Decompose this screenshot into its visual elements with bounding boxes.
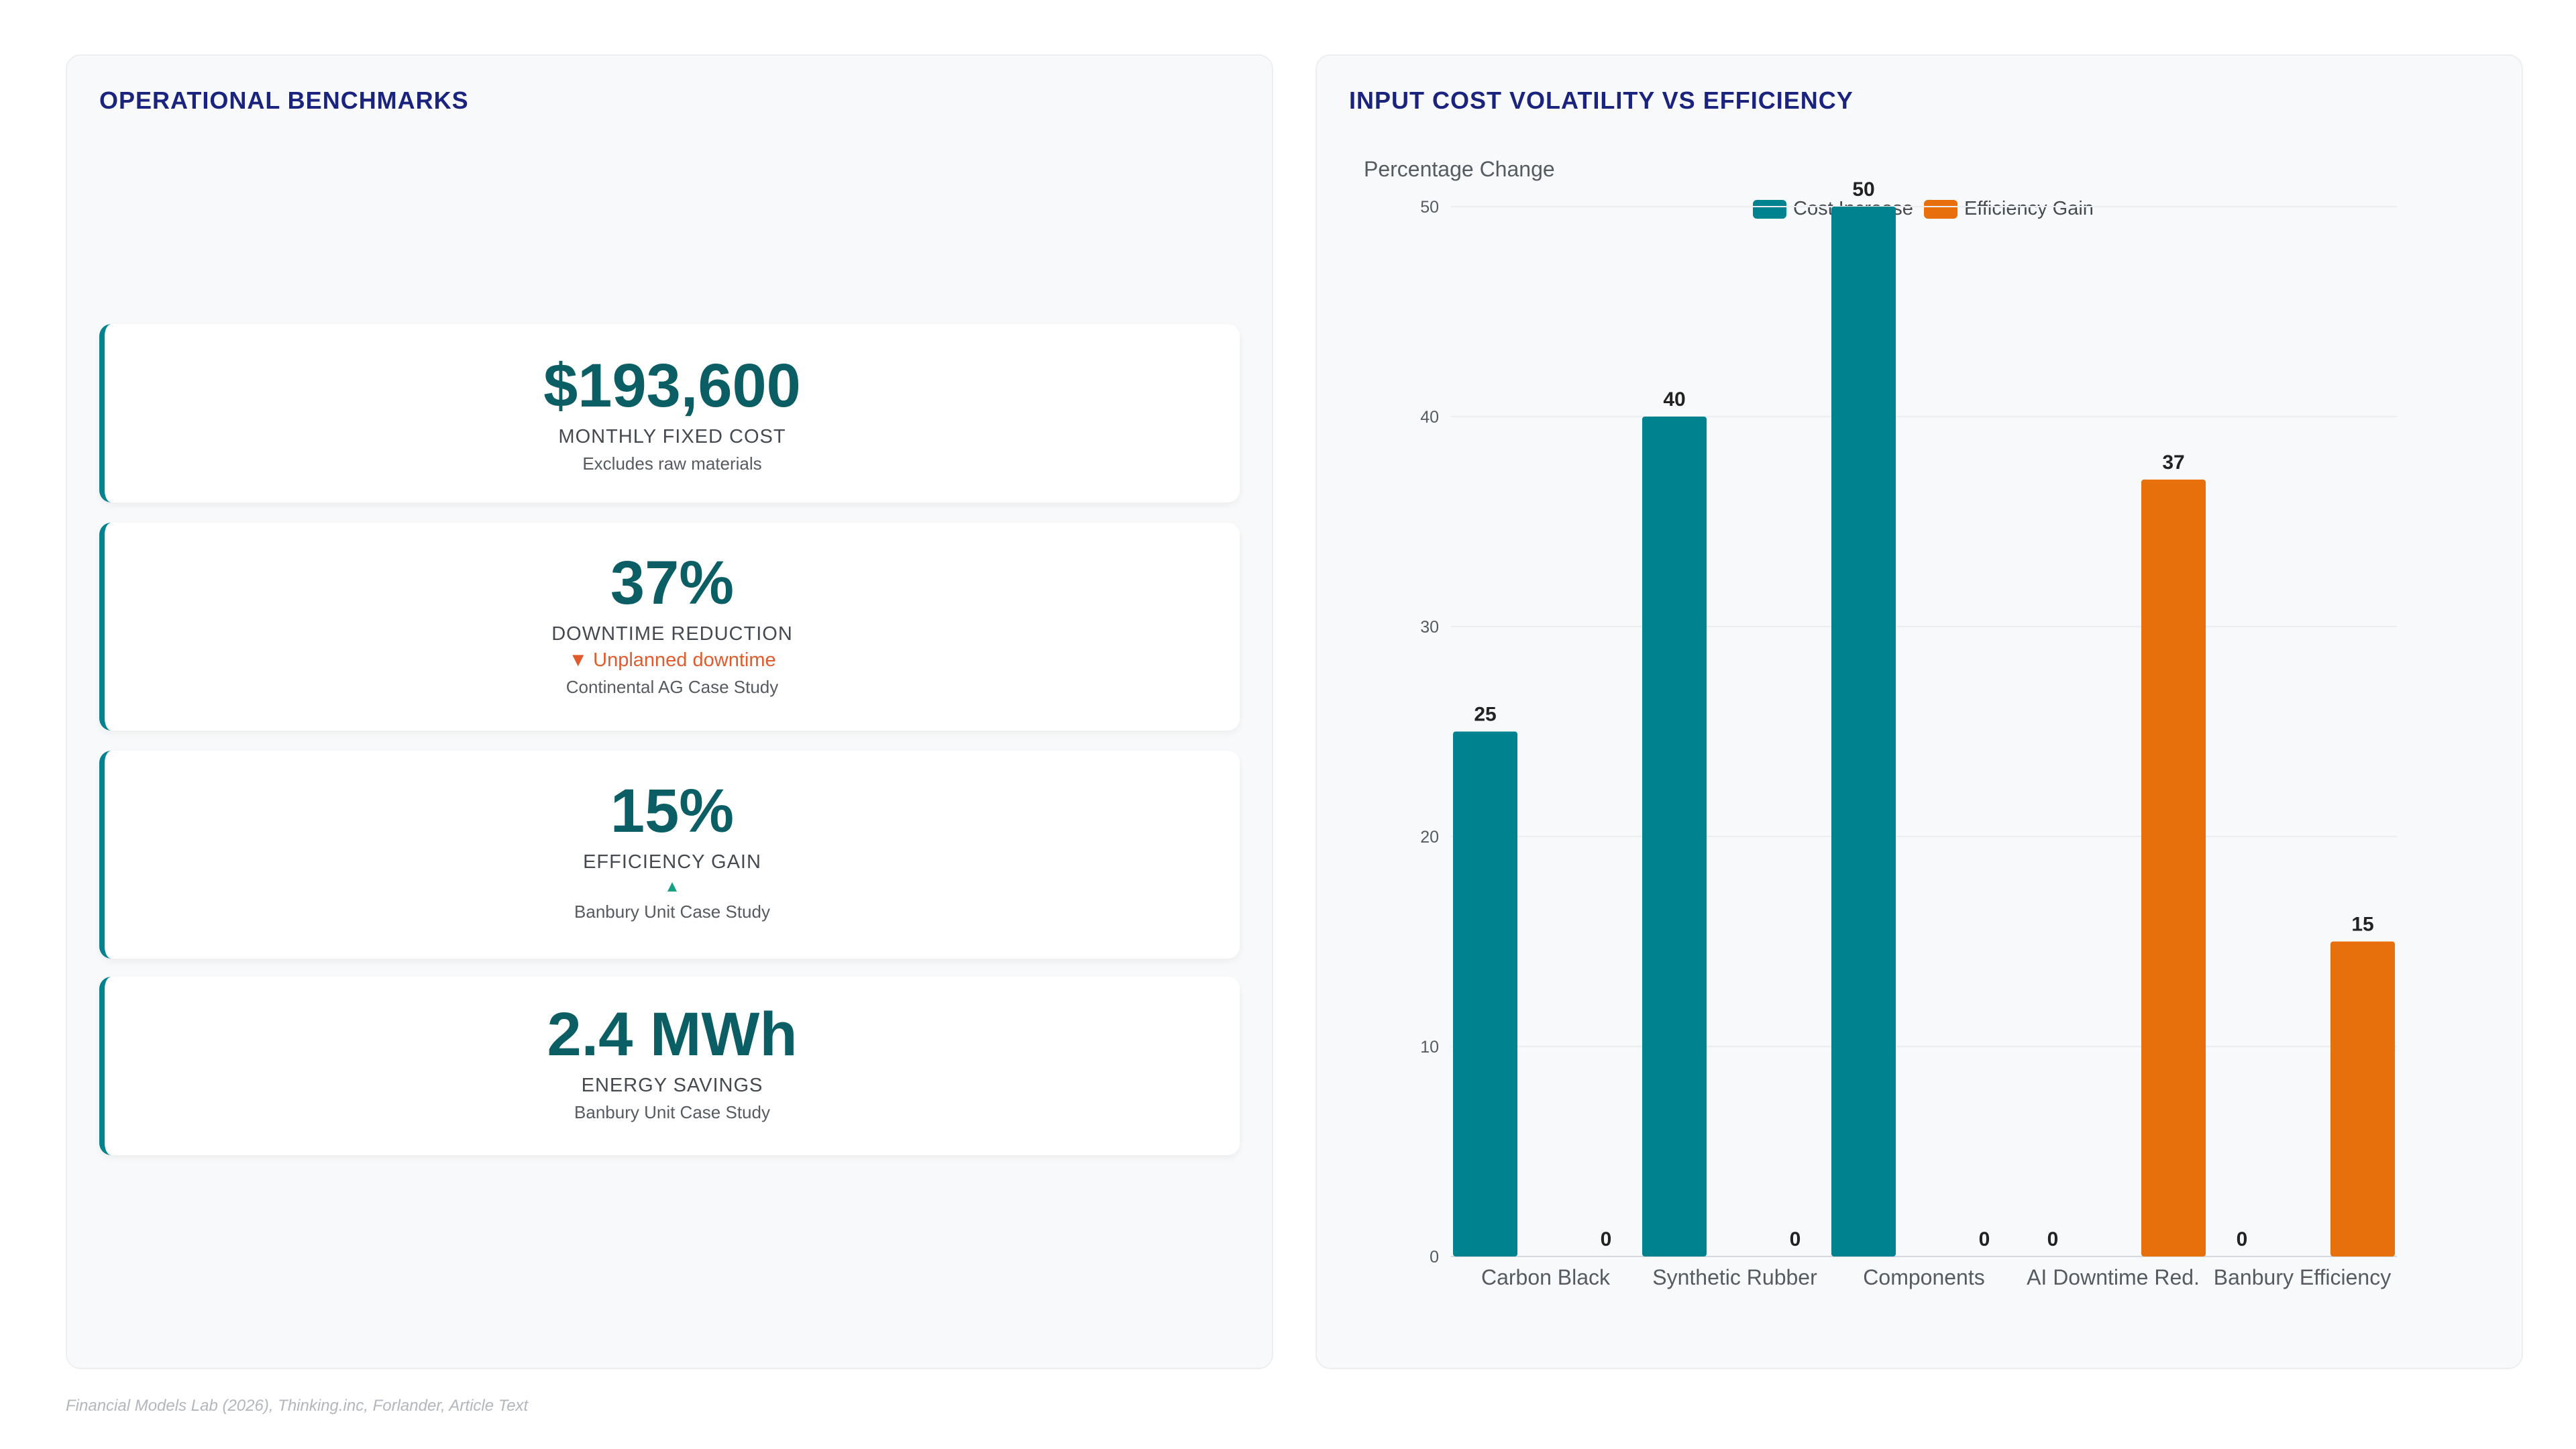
kpi-source: Continental AG Case Study	[566, 677, 779, 697]
kpi-card-energy-savings: 2.4 MWh ENERGY SAVINGS Banbury Unit Case…	[99, 977, 1240, 1155]
y-tick-label: 40	[1420, 408, 1439, 427]
kpi-label: DOWNTIME REDUCTION	[551, 623, 793, 645]
y-tick-label: 10	[1420, 1038, 1439, 1057]
kpi-label: EFFICIENCY GAIN	[583, 851, 761, 873]
bar-chart: Percentage Change 0 10 20 30 40 50 25 0 Carbon Bl…	[1364, 157, 2397, 1289]
y-tick-label: 30	[1420, 618, 1439, 637]
data-label: 0	[2237, 1228, 2248, 1250]
data-label: 0	[1790, 1228, 1801, 1250]
kpi-source: Excludes raw materials	[582, 453, 762, 474]
data-label: 37	[2162, 451, 2184, 474]
kpi-value: 37%	[610, 549, 735, 617]
bar-cost-increase	[1831, 207, 1896, 1256]
data-label: 0	[1601, 1228, 1612, 1250]
source-note: Financial Models Lab (2026), Thinking.in…	[66, 1397, 529, 1415]
x-tick-label: AI Downtime Red.	[2027, 1265, 2200, 1289]
kpi-label: ENERGY SAVINGS	[581, 1075, 763, 1096]
bar-efficiency-gain	[2141, 479, 2206, 1256]
kpi-card-monthly-fixed-cost: $193,600 MONTHLY FIXED COST Excludes raw…	[99, 324, 1240, 502]
y-tick-label: 20	[1420, 828, 1439, 847]
bar-cost-increase	[1642, 417, 1707, 1256]
data-label: 50	[1852, 178, 1874, 201]
data-label: 15	[2351, 914, 2373, 936]
y-axis-title: Percentage Change	[1364, 157, 1555, 181]
kpi-trend-down: ▼ Unplanned downtime	[568, 649, 776, 671]
kpi-value: $193,600	[543, 352, 801, 420]
data-label: 25	[1474, 704, 1496, 726]
data-label: 0	[2047, 1228, 2059, 1250]
kpi-source: Banbury Unit Case Study	[574, 902, 770, 922]
x-tick-label: Components	[1863, 1265, 1984, 1289]
data-label: 40	[1663, 388, 1685, 411]
kpi-value: 2.4 MWh	[547, 1000, 798, 1069]
panel-title: OPERATIONAL BENCHMARKS	[99, 87, 469, 114]
legend-label: Efficiency Gain	[1964, 198, 2094, 219]
kpi-label: MONTHLY FIXED COST	[558, 426, 786, 447]
input-cost-volatility-panel: INPUT COST VOLATILITY VS EFFICIENCY Cost…	[1316, 54, 2523, 1369]
kpi-card-efficiency-gain: 15% EFFICIENCY GAIN ▲ Banbury Unit Case …	[99, 751, 1240, 959]
legend-swatch-cost-increase	[1753, 199, 1786, 219]
bar-cost-increase	[1453, 731, 1517, 1256]
legend-item-efficiency-gain[interactable]: Efficiency Gain	[1924, 198, 2094, 220]
operational-benchmarks-panel: OPERATIONAL BENCHMARKS $193,600 MONTHLY …	[66, 54, 1273, 1369]
data-label: 0	[1979, 1228, 1990, 1250]
x-tick-label: Banbury Efficiency	[2214, 1265, 2391, 1289]
kpi-value: 15%	[610, 777, 735, 845]
y-tick-label: 50	[1420, 198, 1439, 217]
y-tick-label: 0	[1430, 1248, 1439, 1267]
trend-up-icon: ▲	[664, 877, 680, 896]
chart-title: INPUT COST VOLATILITY VS EFFICIENCY	[1349, 87, 1854, 114]
x-tick-label: Synthetic Rubber	[1652, 1265, 1817, 1289]
x-tick-label: Carbon Black	[1481, 1265, 1611, 1289]
bar-efficiency-gain	[2330, 941, 2395, 1256]
kpi-card-downtime-reduction: 37% DOWNTIME REDUCTION ▼ Unplanned downt…	[99, 523, 1240, 731]
legend-swatch-efficiency-gain	[1924, 199, 1957, 219]
kpi-source: Banbury Unit Case Study	[574, 1102, 770, 1122]
